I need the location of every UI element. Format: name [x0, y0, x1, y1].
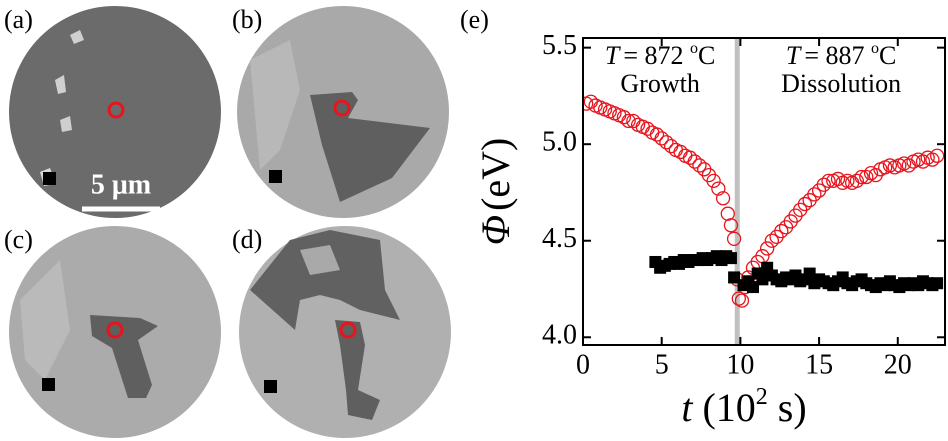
- y-tick-label: 4.5: [542, 223, 577, 254]
- x-tick-label: 15: [805, 349, 833, 380]
- data-point: [761, 242, 774, 255]
- annotation-unit: C: [879, 41, 896, 70]
- micrograph-d: [239, 226, 451, 438]
- y-tick-label: 4.0: [542, 320, 577, 351]
- annotation: T= 872 oC: [605, 40, 715, 70]
- x-tick-label: 20: [884, 349, 912, 380]
- annotation-label: Dissolution: [781, 69, 901, 98]
- data-point: [756, 250, 769, 263]
- micrograph-c: [9, 226, 221, 438]
- panel-label: (d): [232, 225, 262, 254]
- annotation-var: T: [786, 41, 802, 70]
- scale-bar-label: 5 μm: [91, 169, 151, 200]
- y-axis-symbol: Φ: [473, 215, 518, 245]
- annotation-sup: o: [871, 40, 879, 57]
- panel-label: (b): [232, 5, 262, 34]
- y-axis-unit: (eV): [473, 138, 518, 211]
- x-axis-exponent: 2: [756, 384, 768, 410]
- y-axis-label: Φ (eV): [473, 138, 518, 246]
- x-axis-unit: s): [768, 385, 807, 430]
- data-point: [702, 169, 715, 182]
- x-tick-label: 10: [726, 349, 754, 380]
- data-point: [721, 207, 734, 220]
- annotation-sup: o: [690, 40, 698, 57]
- panel-label: (e): [460, 5, 489, 34]
- y-tick-label: 5.0: [542, 127, 577, 158]
- micrograph-b: [237, 6, 449, 218]
- x-tick-label: 5: [655, 349, 669, 380]
- y-tick-label: 5.5: [542, 30, 577, 61]
- panel-label: (c): [4, 225, 33, 254]
- annotation: T= 887 oC: [786, 40, 896, 70]
- annotation-text: = 872: [623, 41, 690, 70]
- data-point: [789, 209, 802, 222]
- plot-area: [580, 95, 944, 307]
- data-point: [725, 252, 737, 264]
- figure: 5 μm (a) (b) (c) (d) (e) 0 5 10 15 20 4.0 4.5 5…: [0, 0, 948, 441]
- x-axis-label: t(102 s): [681, 384, 806, 431]
- annotation-text: = 887: [804, 41, 871, 70]
- annotation-label: Growth: [620, 69, 699, 98]
- data-point: [784, 215, 797, 228]
- x-axis-symbol: t: [681, 385, 693, 430]
- data-point: [931, 277, 943, 289]
- micrograph-a: 5 μm: [9, 6, 221, 218]
- data-point: [869, 169, 882, 182]
- panel-label: (a): [4, 5, 33, 34]
- x-axis-unit: (10: [702, 385, 755, 430]
- x-tick-label: 0: [576, 349, 590, 380]
- annotation-unit: C: [698, 41, 715, 70]
- annotation-var: T: [605, 41, 621, 70]
- data-point: [707, 174, 720, 187]
